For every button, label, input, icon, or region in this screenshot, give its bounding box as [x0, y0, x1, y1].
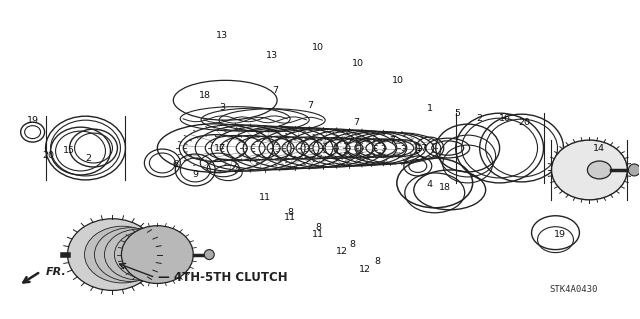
- Text: 6: 6: [172, 160, 179, 169]
- Text: 8: 8: [287, 208, 293, 217]
- Text: 20: 20: [518, 118, 531, 127]
- Text: 13: 13: [266, 51, 278, 60]
- Ellipse shape: [104, 229, 172, 280]
- Text: 7: 7: [389, 136, 395, 145]
- Text: 2: 2: [477, 114, 483, 123]
- Ellipse shape: [552, 140, 627, 200]
- Text: 10: 10: [392, 76, 404, 85]
- Text: 19: 19: [27, 116, 38, 125]
- Ellipse shape: [124, 232, 184, 277]
- Text: 17: 17: [416, 144, 428, 152]
- Text: 10: 10: [352, 59, 364, 68]
- Ellipse shape: [628, 164, 640, 176]
- Ellipse shape: [588, 161, 611, 179]
- Ellipse shape: [122, 226, 193, 284]
- Text: 3: 3: [219, 103, 225, 112]
- Text: — 4TH-5TH CLUTCH: — 4TH-5TH CLUTCH: [158, 271, 288, 284]
- Text: 5: 5: [454, 109, 461, 118]
- Text: 8: 8: [375, 257, 381, 266]
- Text: 11: 11: [312, 230, 324, 239]
- Text: 17: 17: [214, 144, 226, 152]
- Text: FR.: FR.: [45, 266, 67, 277]
- Text: 7: 7: [353, 118, 359, 127]
- Text: 15: 15: [63, 145, 74, 154]
- Text: 4: 4: [427, 180, 433, 189]
- Ellipse shape: [204, 249, 214, 260]
- Text: 12: 12: [336, 247, 348, 256]
- Text: 20: 20: [43, 151, 54, 160]
- Text: STK4A0430: STK4A0430: [550, 285, 598, 294]
- Text: 19: 19: [554, 230, 566, 239]
- Text: 7: 7: [272, 86, 278, 95]
- Text: 1: 1: [427, 104, 433, 113]
- Ellipse shape: [115, 231, 179, 278]
- Text: 11: 11: [284, 213, 296, 222]
- Text: 16: 16: [499, 114, 511, 123]
- Text: 8: 8: [315, 223, 321, 232]
- Ellipse shape: [68, 219, 157, 290]
- Text: 14: 14: [593, 144, 605, 152]
- Text: 10: 10: [312, 43, 324, 52]
- Text: 8: 8: [349, 240, 355, 249]
- Text: 11: 11: [259, 193, 271, 202]
- Text: 13: 13: [216, 31, 228, 40]
- Text: 18: 18: [199, 91, 211, 100]
- Text: 2: 2: [86, 153, 92, 162]
- Text: 7: 7: [307, 101, 313, 110]
- Text: 12: 12: [359, 265, 371, 274]
- Ellipse shape: [84, 226, 161, 283]
- Ellipse shape: [95, 228, 166, 281]
- Text: 9: 9: [192, 170, 198, 179]
- Text: 18: 18: [439, 183, 451, 192]
